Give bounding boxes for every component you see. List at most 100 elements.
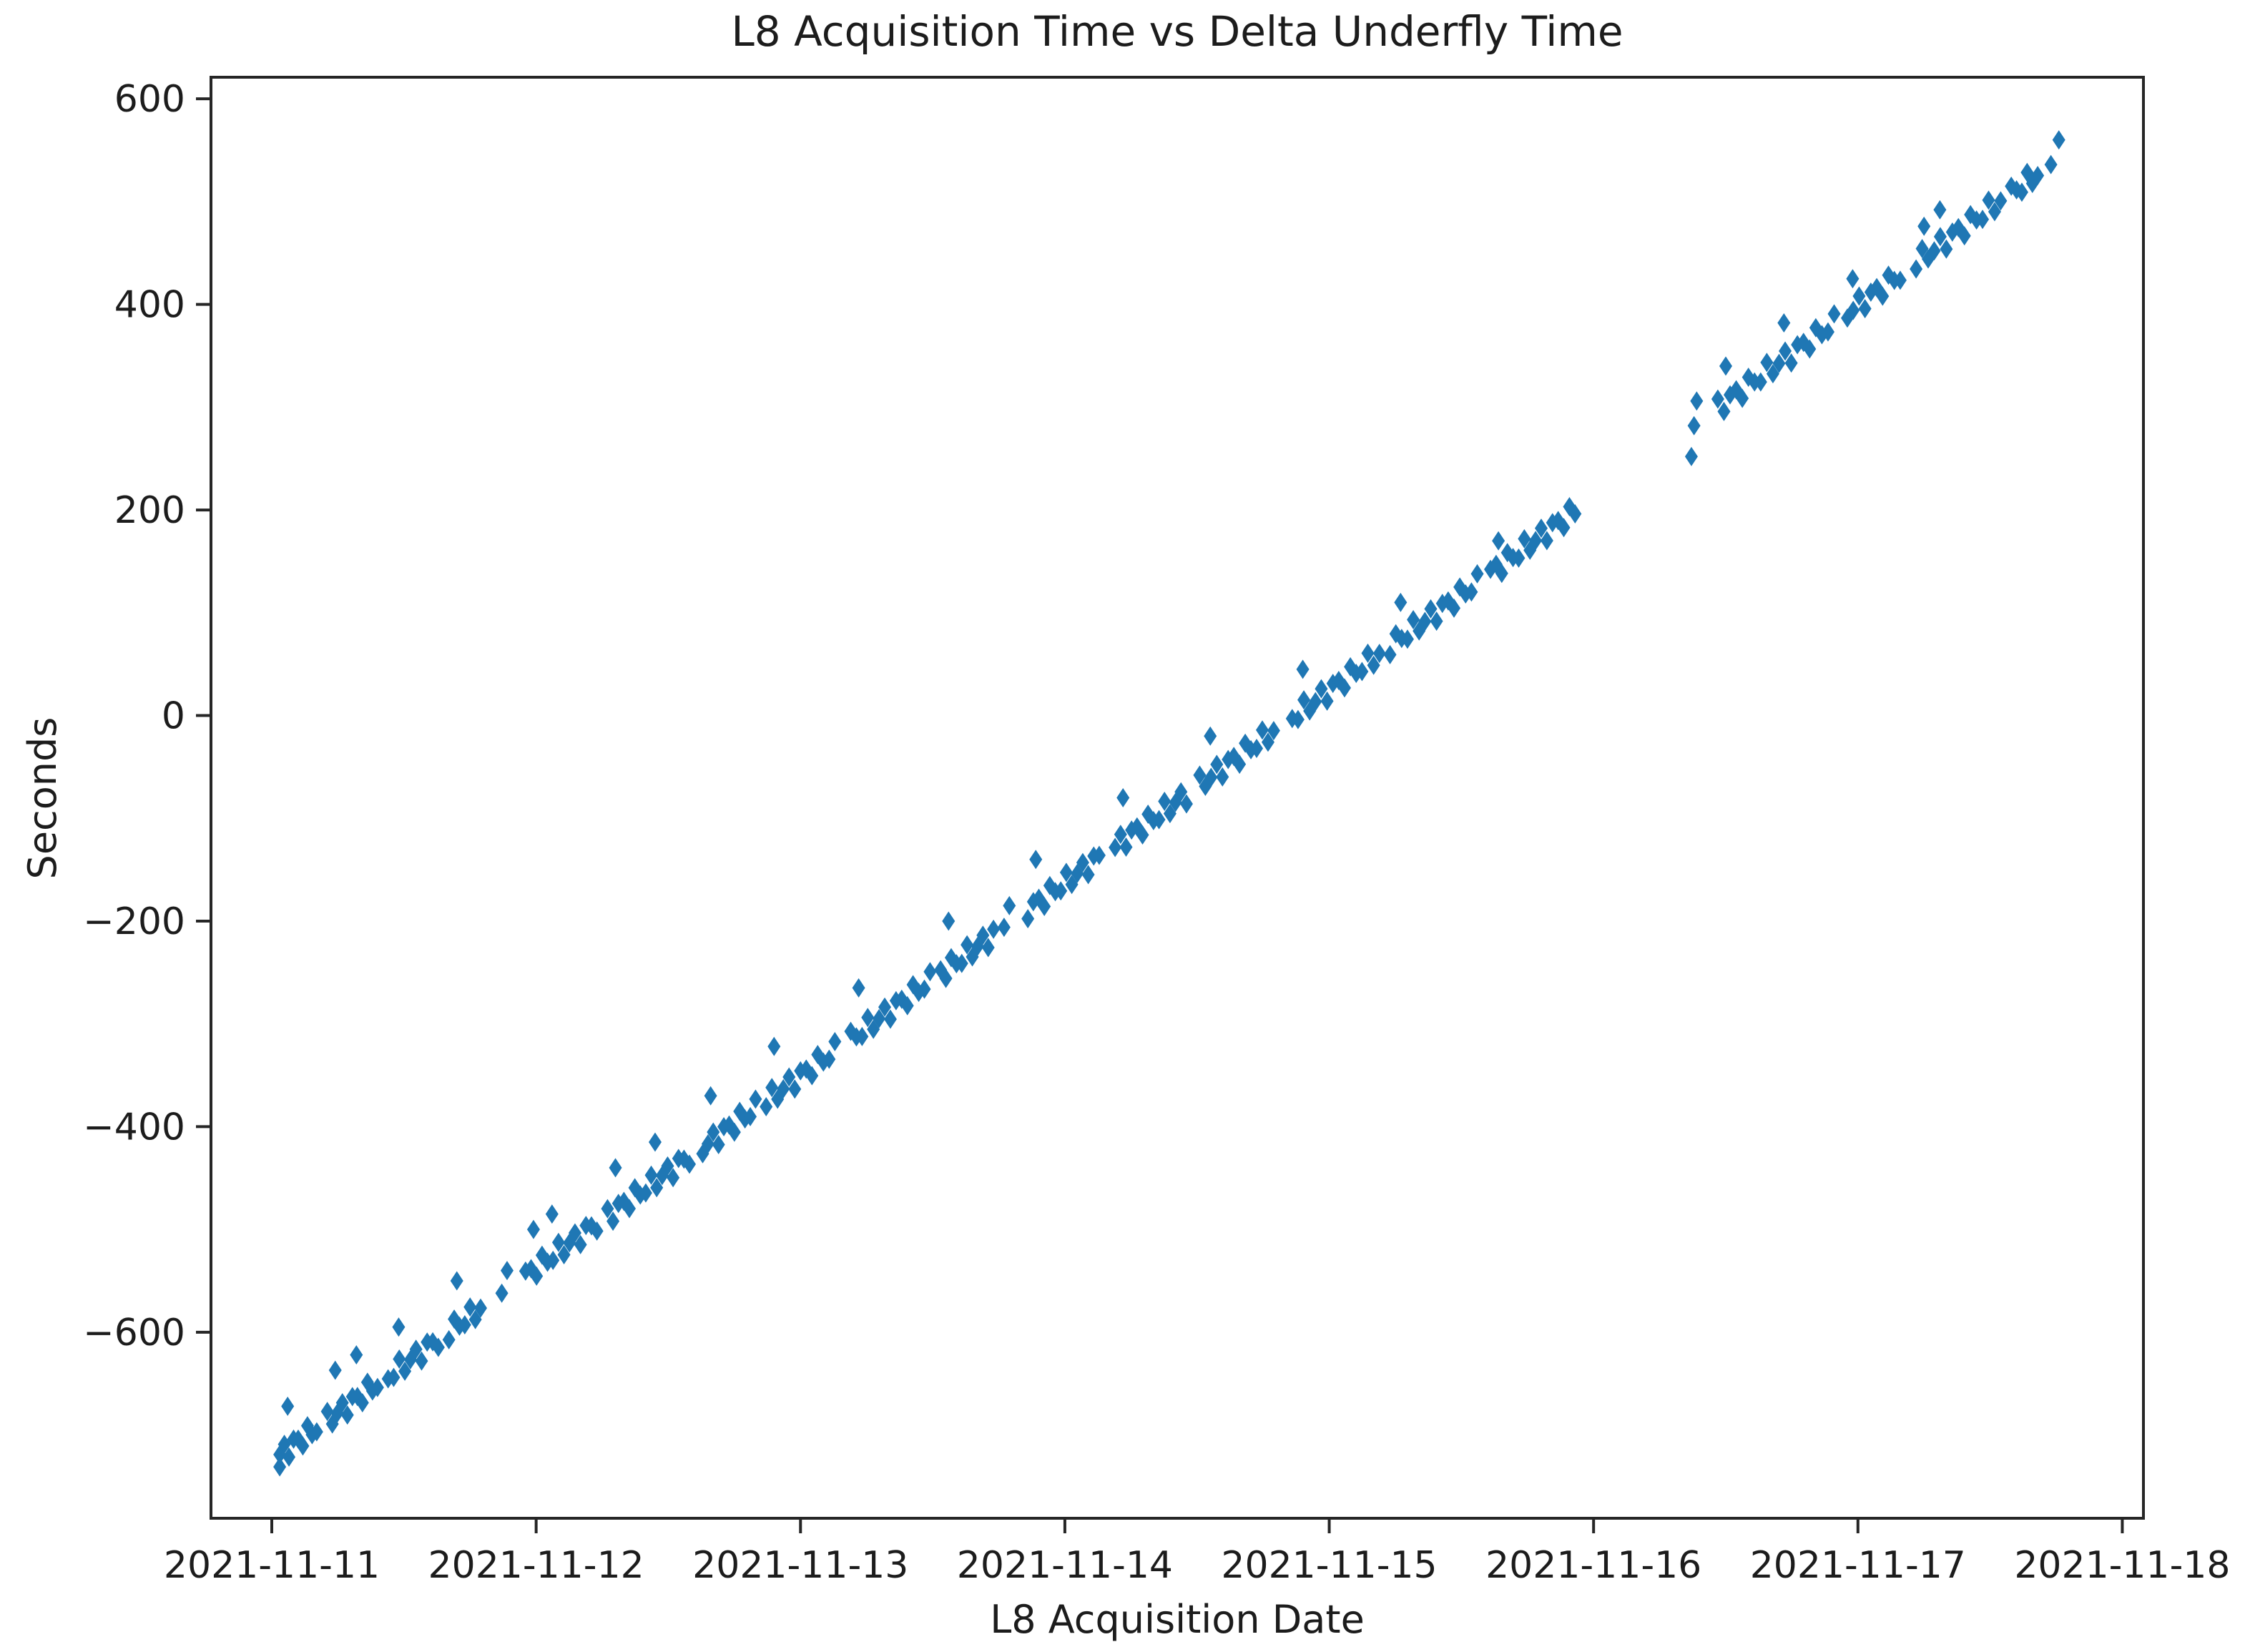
data-point [981, 938, 995, 958]
data-point [650, 1178, 664, 1198]
data-point [1400, 629, 1414, 649]
data-point [1372, 644, 1386, 664]
data-point [1495, 564, 1508, 584]
data-point [1711, 389, 1724, 409]
data-point [355, 1392, 369, 1412]
data-point [1779, 341, 1792, 361]
data-point [1893, 270, 1907, 290]
data-point [1109, 837, 1122, 857]
data-point [1179, 794, 1193, 814]
data-point [1858, 299, 1872, 319]
data-point [744, 1106, 757, 1126]
data-point [822, 1049, 836, 1069]
data-point [704, 1086, 717, 1106]
data-point [1777, 313, 1791, 333]
x-tick-label: 2021-11-16 [1485, 1544, 1701, 1587]
data-point [350, 1344, 363, 1365]
data-point [458, 1315, 471, 1335]
data-point [760, 1096, 773, 1116]
data-point [788, 1079, 802, 1099]
x-tick-label: 2021-11-12 [428, 1544, 644, 1587]
data-point [568, 1223, 581, 1243]
data-point [1518, 528, 1531, 549]
data-point [1736, 388, 1749, 408]
data-point [878, 997, 892, 1017]
scatter-series [273, 130, 2065, 1477]
x-axis: 2021-11-11 2021-11-12 2021-11-13 2021-11-14… [164, 1518, 2231, 1587]
data-point [1465, 582, 1478, 602]
data-point [1690, 391, 1704, 411]
y-tick-label: 600 [114, 78, 185, 121]
data-point [1927, 241, 1941, 261]
data-point [939, 968, 953, 988]
data-point [1827, 304, 1841, 324]
data-point [590, 1221, 604, 1241]
data-point [273, 1457, 287, 1477]
data-point [1852, 286, 1866, 306]
data-point [1492, 531, 1505, 551]
data-point [1163, 804, 1176, 824]
y-tick-label: −400 [83, 1106, 185, 1149]
data-point [918, 979, 931, 999]
y-axis-label: Seconds [20, 717, 65, 880]
data-point [1054, 881, 1068, 901]
data-point [283, 1447, 296, 1467]
data-point [1210, 754, 1224, 775]
data-point [1204, 726, 1217, 746]
data-point [648, 1132, 662, 1152]
data-point [1917, 216, 1931, 236]
x-tick-label: 2021-11-14 [957, 1544, 1173, 1587]
data-point [1407, 609, 1420, 629]
data-point [557, 1245, 571, 1265]
data-point [942, 911, 956, 931]
data-point [1418, 611, 1432, 631]
data-point [900, 995, 914, 1016]
y-tick-label: −200 [83, 900, 185, 943]
data-point [545, 1204, 559, 1224]
x-axis-label: L8 Acquisition Date [990, 1597, 1365, 1642]
data-point [1766, 364, 1779, 384]
data-point [1361, 643, 1375, 663]
data-point [997, 918, 1011, 938]
data-point [398, 1361, 412, 1381]
data-point [1933, 200, 1947, 220]
data-point [1534, 518, 1548, 539]
y-tick-label: −600 [83, 1312, 185, 1354]
data-point [727, 1122, 741, 1142]
data-point [961, 935, 974, 955]
data-point [1557, 518, 1571, 538]
data-point [852, 978, 865, 998]
data-point [639, 1183, 652, 1203]
x-tick-label: 2021-11-18 [2014, 1544, 2230, 1587]
data-point [1448, 598, 1461, 618]
data-point [1174, 782, 1188, 802]
data-point [1076, 852, 1089, 872]
data-point [828, 1031, 842, 1051]
data-point [1038, 896, 1051, 916]
data-point [1876, 286, 1890, 306]
data-point [281, 1396, 295, 1416]
data-point [296, 1436, 310, 1456]
data-point [2031, 165, 2045, 185]
data-point [415, 1351, 428, 1371]
data-point [1915, 239, 1929, 259]
data-point [450, 1271, 463, 1291]
data-point [855, 1026, 869, 1046]
data-point [1216, 767, 1229, 787]
data-point [1719, 356, 1732, 376]
data-point [431, 1337, 445, 1357]
data-point [1940, 239, 1953, 259]
x-tick-label: 2021-11-13 [692, 1544, 908, 1587]
data-point [328, 1360, 342, 1380]
chart-title: L8 Acquisition Time vs Delta Underfly Ti… [731, 7, 1623, 56]
data-point [1988, 202, 2001, 222]
data-point [392, 1317, 406, 1337]
data-point [1512, 548, 1526, 568]
data-point [1136, 825, 1149, 845]
data-point [1152, 810, 1166, 830]
data-point [1029, 850, 1043, 870]
data-point [606, 1211, 620, 1231]
data-point [683, 1154, 697, 1174]
data-point [310, 1422, 323, 1442]
x-tick-label: 2021-11-11 [164, 1544, 380, 1587]
